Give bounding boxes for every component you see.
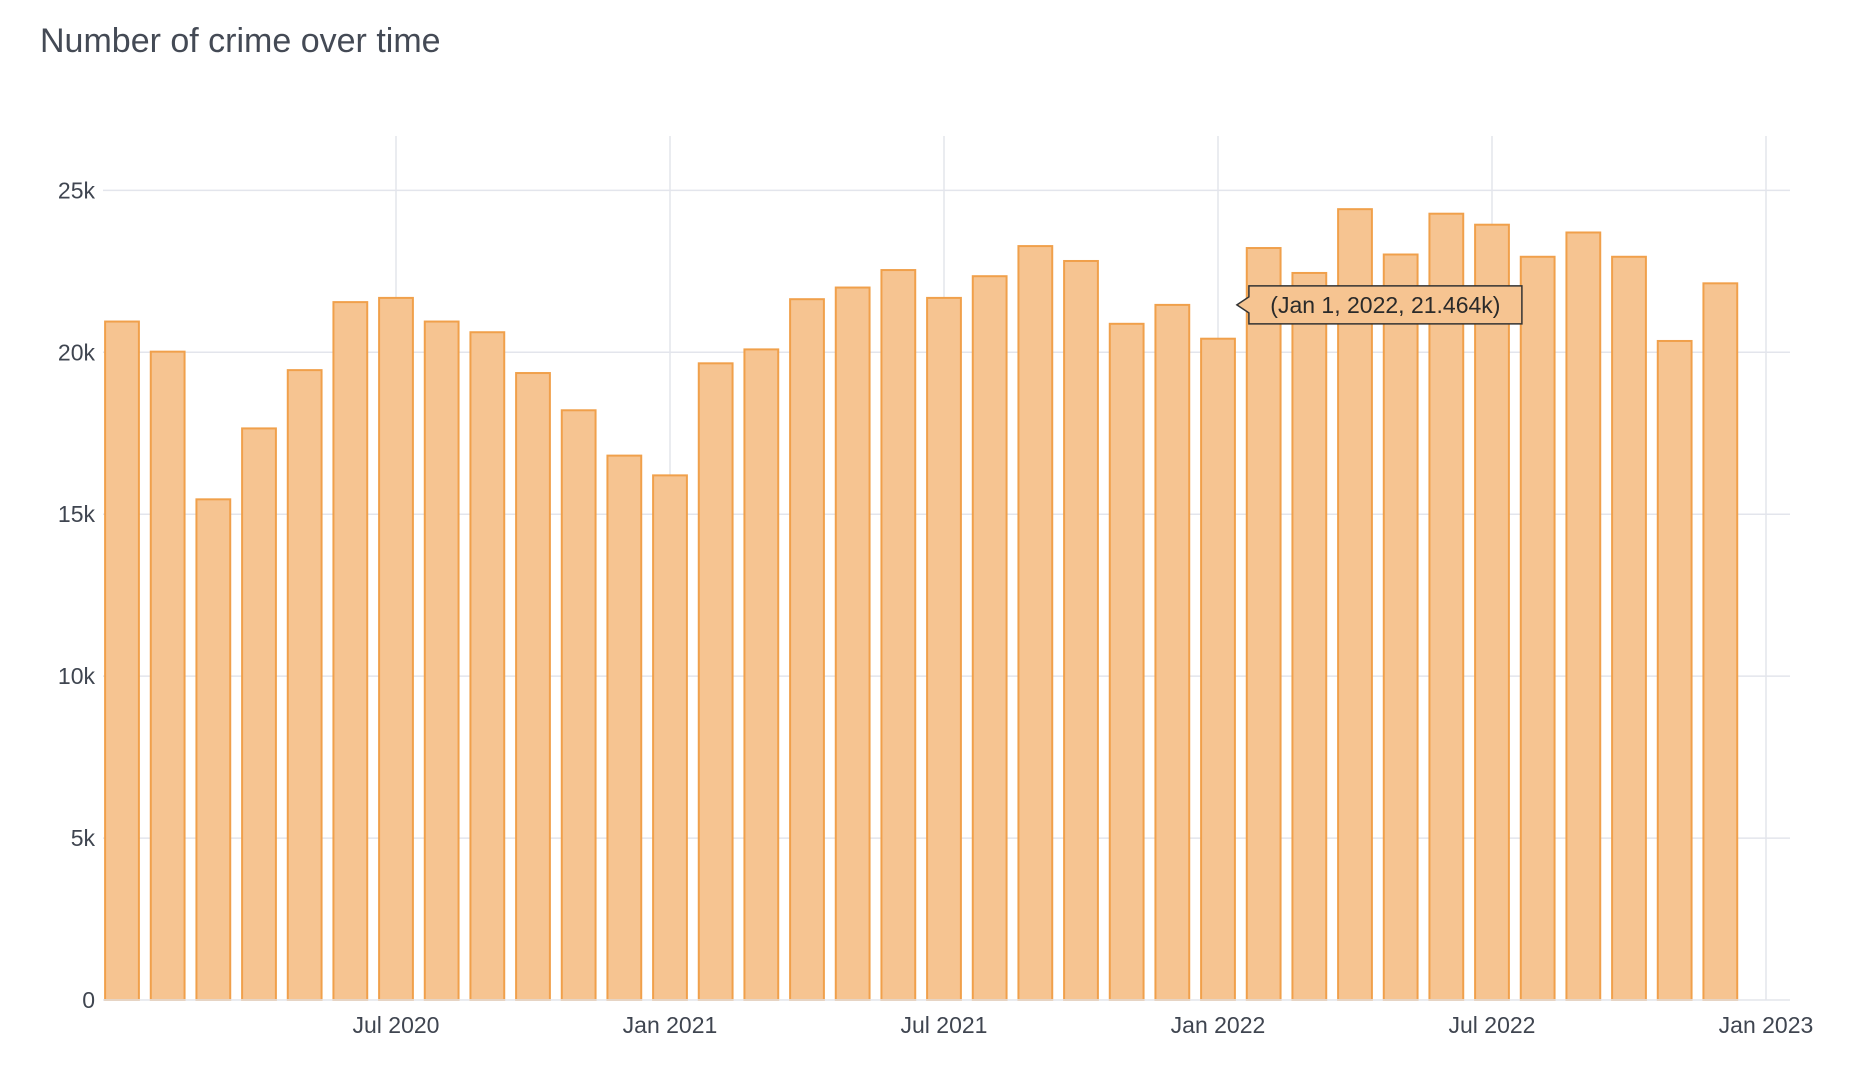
bar[interactable] [1245, 247, 1282, 1001]
bar[interactable] [1337, 208, 1373, 1002]
bar[interactable] [697, 362, 734, 1001]
bar[interactable] [286, 369, 323, 1002]
x-tick-label: Jan 2023 [1719, 1012, 1814, 1038]
bar[interactable] [1611, 255, 1647, 1001]
bar[interactable] [1154, 303, 1191, 1001]
hover-tooltip-text: (Jan 1, 2022, 21.464k) [1270, 292, 1500, 318]
y-tick-label: 0 [82, 987, 95, 1013]
bar[interactable] [971, 275, 1008, 1001]
bar[interactable] [1200, 337, 1236, 1001]
bar[interactable] [104, 320, 140, 1001]
bar[interactable] [149, 350, 186, 1002]
bar[interactable] [560, 409, 597, 1001]
bar[interactable] [606, 454, 643, 1001]
bar[interactable] [1565, 231, 1602, 1001]
bar[interactable] [469, 331, 506, 1001]
x-tick-label: Jul 2022 [1449, 1012, 1536, 1038]
bar[interactable] [652, 474, 688, 1002]
y-tick-label: 15k [58, 501, 96, 527]
x-tick-label: Jan 2022 [1171, 1012, 1266, 1038]
bar[interactable] [1428, 212, 1465, 1001]
bar[interactable] [1702, 282, 1739, 1001]
bar[interactable] [195, 498, 232, 1001]
y-tick-label: 20k [58, 339, 96, 365]
bar[interactable] [926, 296, 962, 1001]
bar[interactable] [378, 296, 414, 1001]
bar[interactable] [1519, 255, 1556, 1001]
x-tick-label: Jul 2020 [353, 1012, 440, 1038]
bar[interactable] [834, 286, 871, 1001]
bar[interactable] [789, 298, 825, 1002]
x-tick-label: Jan 2021 [623, 1012, 718, 1038]
y-tick-label: 25k [58, 177, 96, 203]
bar[interactable] [1108, 322, 1145, 1002]
chart-title: Number of crime over time [40, 22, 441, 60]
y-tick-label: 5k [71, 825, 96, 851]
hover-tooltip-box [1235, 285, 1523, 325]
bar[interactable] [1382, 253, 1419, 1001]
y-tick-label: 10k [58, 663, 96, 689]
bar[interactable] [332, 301, 369, 1002]
bar[interactable] [1063, 259, 1099, 1001]
x-tick-label: Jul 2021 [901, 1012, 988, 1038]
bar[interactable] [1656, 339, 1693, 1001]
bar[interactable] [1017, 245, 1054, 1001]
bar[interactable] [1474, 223, 1510, 1002]
bar[interactable] [1291, 271, 1328, 1001]
bar[interactable] [423, 320, 460, 1001]
bar[interactable] [515, 372, 551, 1001]
bar[interactable] [743, 348, 780, 1001]
bar[interactable] [880, 269, 917, 1001]
bar[interactable] [241, 427, 277, 1001]
